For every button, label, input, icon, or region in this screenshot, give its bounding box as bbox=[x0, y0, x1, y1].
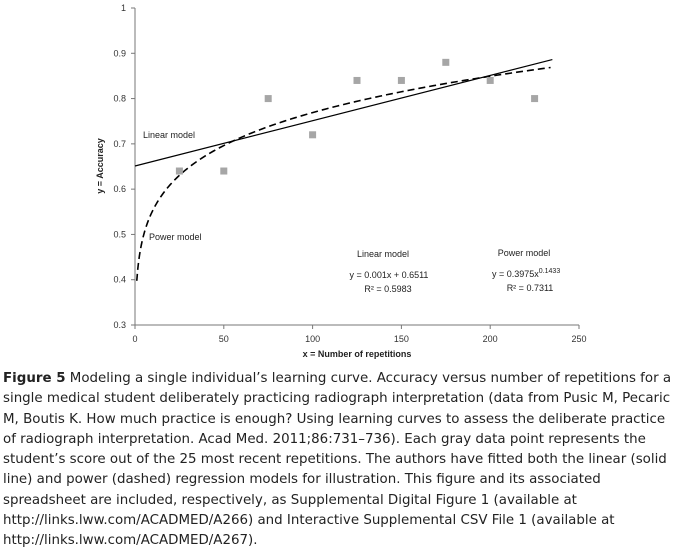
power-equation-exponent: 0.1433 bbox=[539, 268, 561, 275]
power-equation: y = 0.3975x0.1433 bbox=[492, 268, 560, 279]
x-axis-label: x = Number of repetitions bbox=[303, 349, 412, 359]
data-point bbox=[531, 95, 539, 103]
x-tick-label: 200 bbox=[483, 334, 498, 344]
power-model-label: Power model bbox=[149, 232, 202, 242]
data-points bbox=[175, 58, 539, 175]
linear-model-label: Linear model bbox=[143, 130, 195, 140]
x-tick-label: 150 bbox=[394, 334, 409, 344]
y-tick-label: 0.8 bbox=[113, 94, 126, 104]
x-axis-ticks: 0 50 100 150 200 250 bbox=[132, 325, 587, 344]
caption-text: Modeling a single individual’s learning … bbox=[3, 371, 672, 549]
x-tick-label: 50 bbox=[219, 334, 229, 344]
y-tick-label: 0.5 bbox=[113, 229, 126, 239]
y-tick-label: 0.6 bbox=[113, 184, 126, 194]
figure-label: Figure 5 bbox=[3, 371, 66, 386]
x-tick-label: 100 bbox=[305, 334, 320, 344]
power-r-squared: R² = 0.7311 bbox=[507, 283, 554, 293]
chart-axes bbox=[134, 8, 579, 326]
linear-r-squared: R² = 0.5983 bbox=[364, 284, 411, 294]
x-tick-label: 250 bbox=[571, 334, 586, 344]
y-tick-label: 0.9 bbox=[113, 48, 126, 58]
y-tick-label: 1 bbox=[121, 3, 126, 13]
data-point bbox=[309, 131, 317, 139]
data-point bbox=[264, 95, 272, 103]
learning-curve-chart: 0 50 100 150 200 250 0.3 0.4 0.5 0.6 0.7 0.8 0.9 1 x… bbox=[95, 3, 587, 359]
figure-caption: Figure 5 Modeling a single individual’s … bbox=[3, 369, 681, 552]
x-tick-label: 0 bbox=[132, 334, 137, 344]
data-point bbox=[486, 76, 494, 84]
data-point bbox=[220, 167, 228, 175]
data-point bbox=[397, 76, 405, 84]
power-model-line bbox=[135, 66, 551, 281]
y-tick-label: 0.4 bbox=[113, 275, 126, 285]
y-tick-label: 0.7 bbox=[113, 139, 126, 149]
y-tick-label: 0.3 bbox=[113, 320, 126, 330]
power-equation-title: Power model bbox=[498, 248, 551, 258]
linear-equation: y = 0.001x + 0.6511 bbox=[350, 270, 429, 280]
data-point bbox=[175, 167, 183, 175]
data-point bbox=[442, 58, 450, 66]
y-axis-ticks: 0.3 0.4 0.5 0.6 0.7 0.8 0.9 1 bbox=[113, 3, 135, 330]
y-axis-label: y = Accuracy bbox=[95, 138, 105, 193]
linear-equation-title: Linear model bbox=[357, 249, 409, 259]
power-equation-base: y = 0.3975x bbox=[492, 269, 539, 279]
linear-model-line bbox=[134, 58, 553, 167]
data-point bbox=[353, 76, 361, 84]
